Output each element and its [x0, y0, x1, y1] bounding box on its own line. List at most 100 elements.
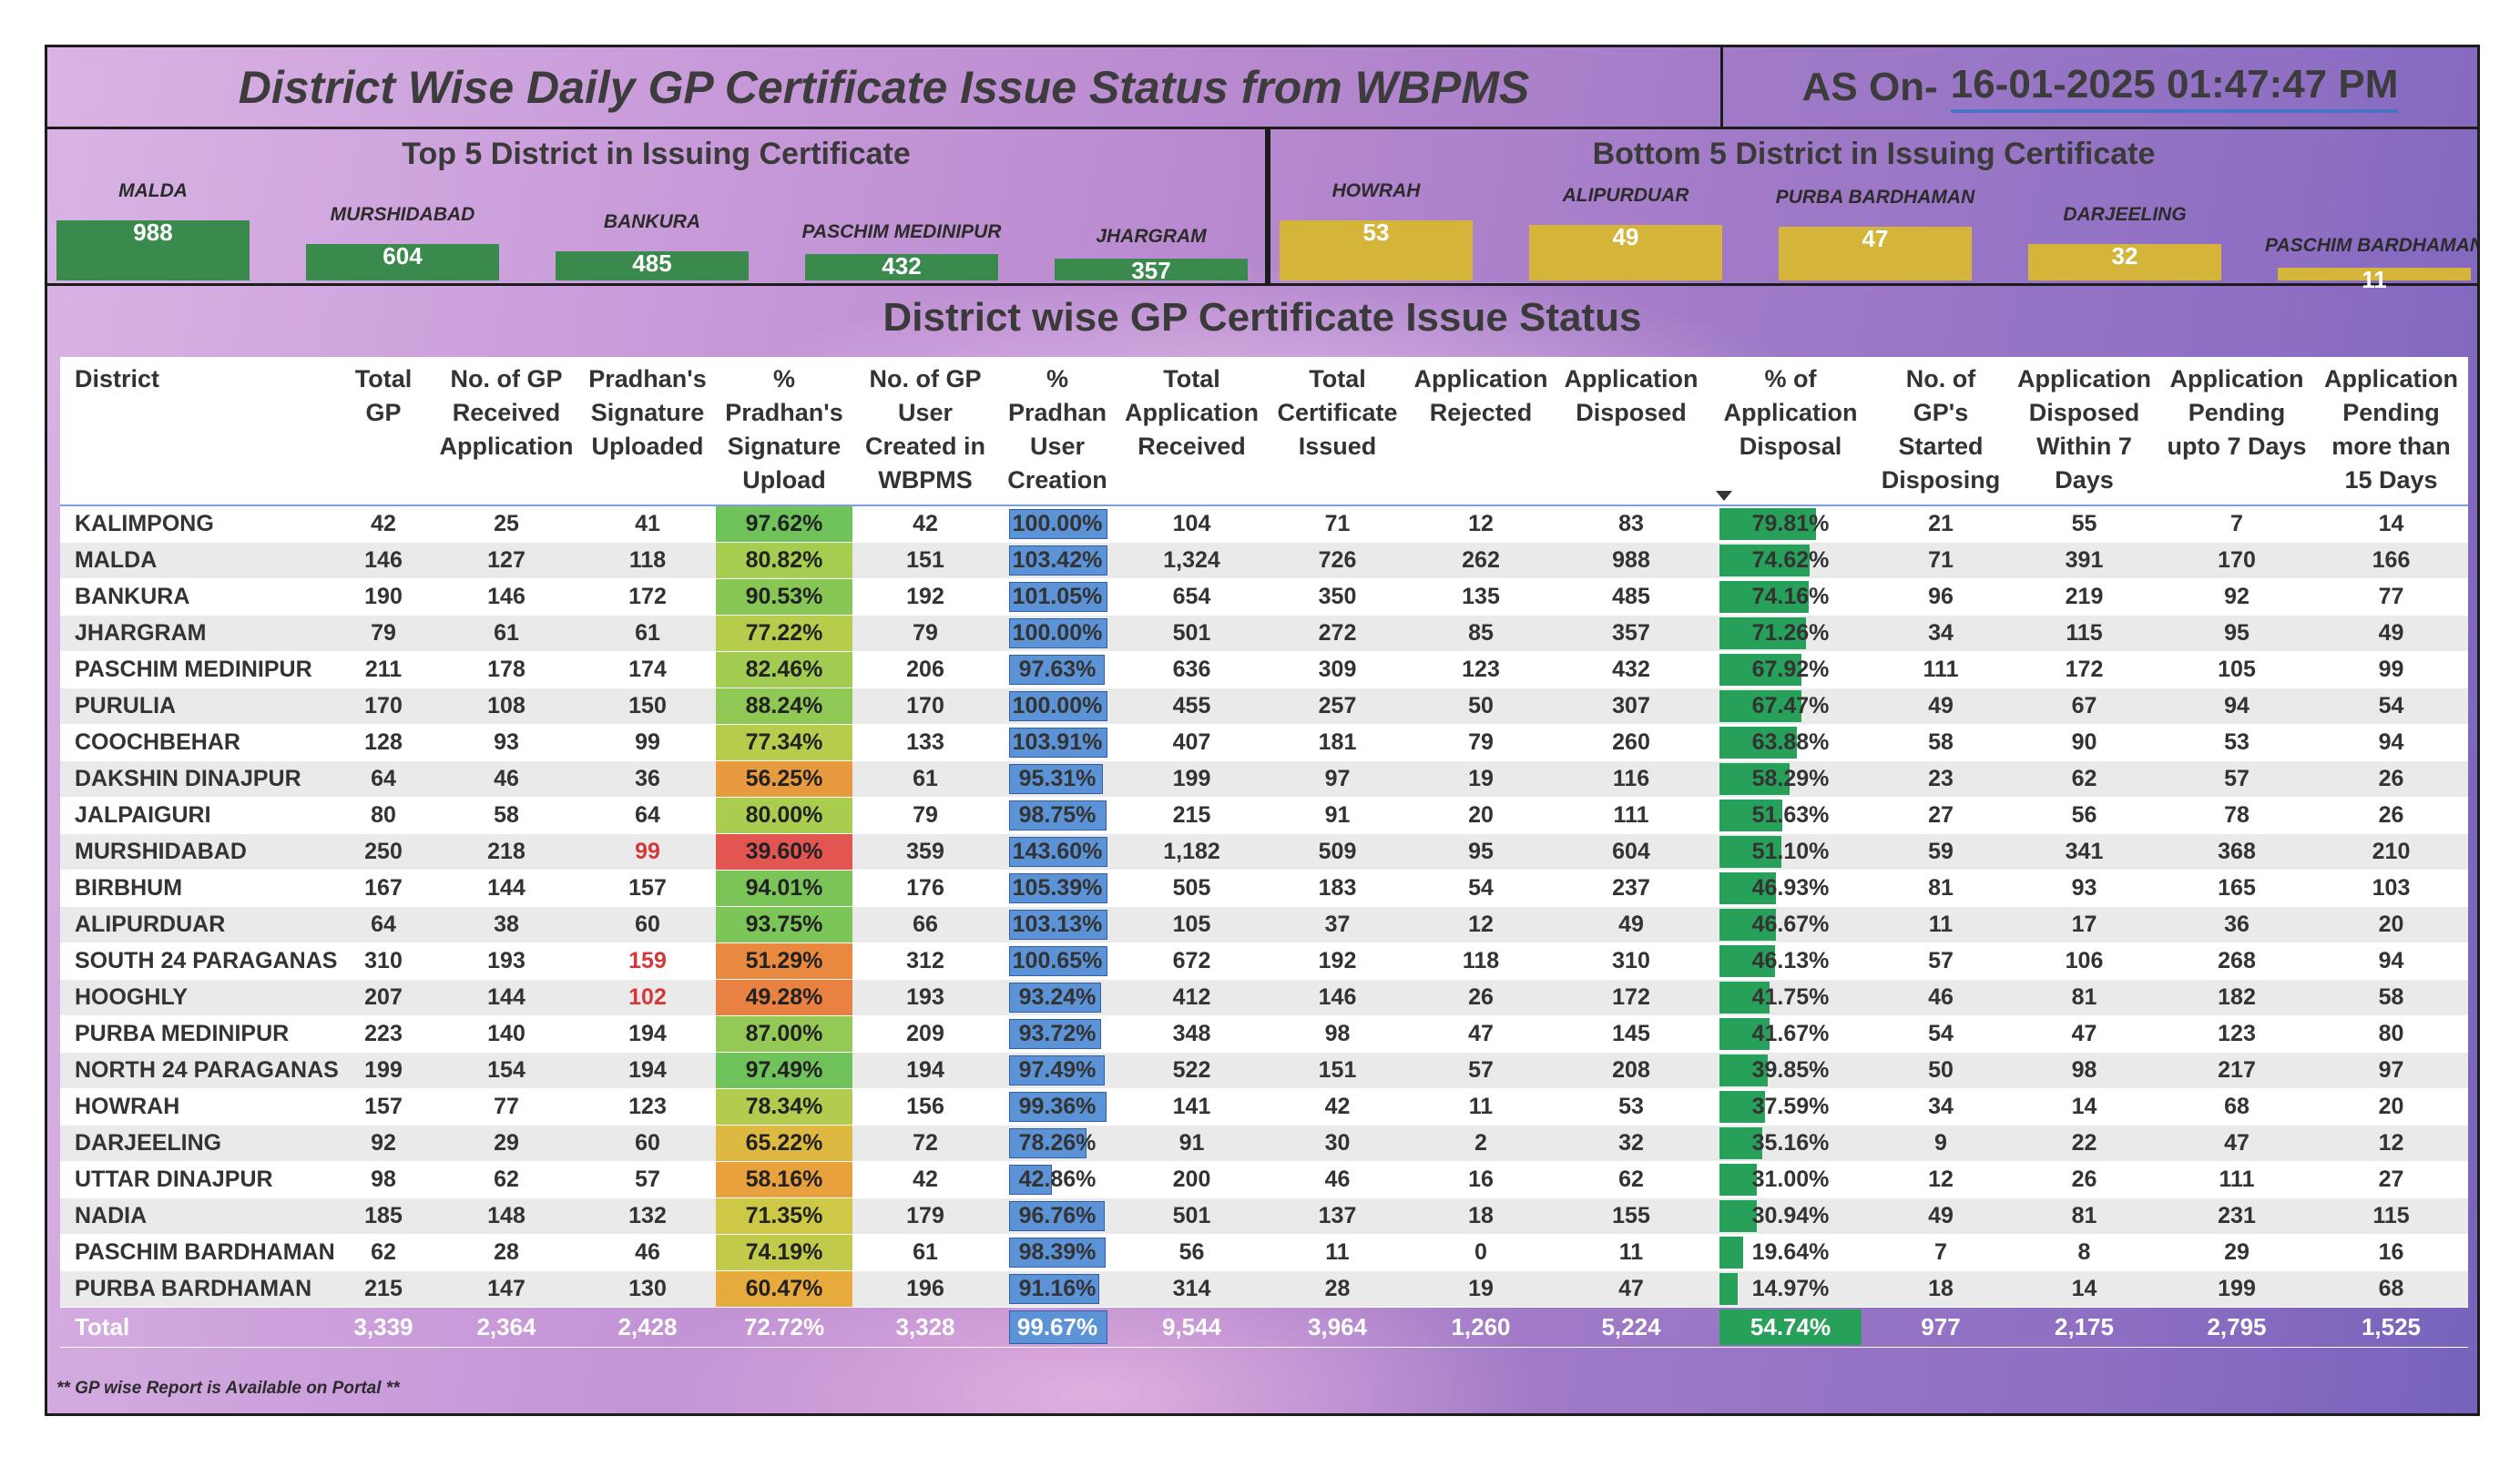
table-cell: 85 [1408, 615, 1554, 652]
table-cell: 56 [1117, 1234, 1267, 1271]
sort-desc-icon[interactable] [1716, 491, 1732, 501]
table-cell: 38 [434, 906, 579, 943]
bottom5-bar [2028, 244, 2221, 280]
table-cell: 42 [333, 505, 434, 543]
table-cell: 194 [852, 1052, 998, 1089]
column-header[interactable]: % of Application Disposal [1709, 357, 1872, 506]
table-title: District wise GP Certificate Issue Statu… [883, 295, 1642, 340]
table-cell: 157 [333, 1088, 434, 1126]
table-cell: 509 [1267, 833, 1408, 871]
table-cell: 151 [852, 542, 998, 579]
district-cell: PURBA BARDHAMAN [60, 1270, 333, 1308]
user-creation-value: 95.31% [1018, 765, 1097, 791]
table-cell: 98 [1267, 1015, 1408, 1053]
disposal-value: 51.10% [1751, 838, 1830, 864]
table-cell: 94 [2159, 688, 2314, 725]
table-cell: 65.22% [716, 1125, 852, 1162]
user-creation-bar [1009, 545, 1107, 576]
column-header[interactable]: Application Pending upto 7 Days [2159, 357, 2314, 506]
as-on-box: AS On- 16-01-2025 01:47:47 PM [1723, 47, 2477, 129]
table-cell: 11 [1267, 1234, 1408, 1271]
table-cell: 59 [1872, 833, 2009, 871]
table-cell: 111 [1872, 651, 2009, 688]
table-cell: 91 [1267, 797, 1408, 834]
bottom5-value: 47 [1862, 225, 1889, 252]
table-cell: 72.72% [716, 1307, 852, 1348]
table-cell: 66 [852, 906, 998, 943]
table-cell: 350 [1267, 578, 1408, 616]
table-cell: 80 [2314, 1015, 2468, 1053]
table-row: PASCHIM MEDINIPUR 211 178 174 82.46% 206 97.63… [60, 651, 2468, 688]
table-cell: 185 [333, 1197, 434, 1235]
column-header[interactable]: District [60, 357, 333, 506]
district-cell: NADIA [60, 1197, 333, 1235]
column-header[interactable]: % Pradhan's Signature Upload [716, 357, 852, 506]
column-header[interactable]: No. of GP Received Application [434, 357, 579, 506]
table-cell: 60.47% [716, 1270, 852, 1308]
table-cell: 2 [1408, 1125, 1554, 1162]
table-cell: 42 [1267, 1088, 1408, 1126]
disposal-bar [1719, 944, 1776, 977]
column-header[interactable]: Total Certificate Issued [1267, 357, 1408, 506]
table-cell: 62 [333, 1234, 434, 1271]
table-cell: 268 [2159, 942, 2314, 980]
column-header[interactable]: No. of GP's Started Disposing [1872, 357, 2009, 506]
bottom5-district-3: DARJEELING 32 [2028, 186, 2221, 280]
user-creation-bar [1009, 1091, 1107, 1122]
table-cell: 95 [2159, 615, 2314, 652]
table-cell: 145 [1554, 1015, 1709, 1053]
column-header[interactable]: Application Rejected [1408, 357, 1554, 506]
column-header[interactable]: No. of GP User Created in WBPMS [852, 357, 998, 506]
table-cell: 128 [333, 724, 434, 761]
table-cell: 194 [579, 1052, 716, 1089]
table-cell: 90 [2009, 724, 2159, 761]
top5-bar [556, 251, 749, 280]
table-cell: 11 [1408, 1088, 1554, 1126]
table-cell: 103.42% [998, 542, 1117, 579]
table-row: MALDA 146 127 118 80.82% 151 103.42% 1,324 726 26… [60, 542, 2468, 579]
disposal-value: 46.93% [1751, 874, 1830, 901]
disposal-value: 67.47% [1751, 692, 1830, 718]
table-cell: 310 [333, 942, 434, 980]
user-creation-bar [1009, 1237, 1107, 1268]
column-header[interactable]: Total Application Received [1117, 357, 1267, 506]
column-header[interactable]: % Pradhan User Creation [998, 357, 1117, 506]
table-cell: 262 [1408, 542, 1554, 579]
column-header[interactable]: Application Disposed [1554, 357, 1709, 506]
table-cell: 2,364 [434, 1307, 579, 1348]
table-cell: 29 [2159, 1234, 2314, 1271]
column-header[interactable]: Total GP [333, 357, 434, 506]
user-creation-value: 93.24% [1018, 983, 1097, 1010]
disposal-bar [1719, 1054, 1768, 1086]
table-cell: 3,328 [852, 1307, 998, 1348]
table-cell: 50 [1872, 1052, 2009, 1089]
table-cell: 72 [852, 1125, 998, 1162]
table-cell: 46 [434, 760, 579, 798]
table-cell: 250 [333, 833, 434, 871]
table-row: SOUTH 24 PARAGANAS 310 193 159 51.29% 312 100.… [60, 942, 2468, 980]
user-creation-value: 78.26% [1018, 1129, 1097, 1156]
table-cell: 100.00% [998, 688, 1117, 725]
table-cell: 61 [434, 615, 579, 652]
district-cell: NORTH 24 PARAGANAS [60, 1052, 339, 1089]
disposal-value: 14.97% [1751, 1275, 1830, 1301]
district-cell: HOOGHLY [60, 979, 333, 1016]
column-header[interactable]: Application Pending more than 15 Days [2314, 357, 2468, 506]
district-cell: PASCHIM MEDINIPUR [60, 651, 333, 688]
top5-bar [56, 220, 250, 280]
top5-district-4: JHARGRAM 357 [1055, 186, 1248, 284]
column-header[interactable]: Pradhan's Signature Uploaded [579, 357, 716, 506]
table-cell: 118 [579, 542, 716, 579]
table-cell: 49.28% [716, 979, 852, 1016]
column-header[interactable]: Application Disposed Within 7 Days [2009, 357, 2159, 506]
disposal-value: 71.26% [1751, 619, 1830, 646]
table-cell: 14.97% [1709, 1270, 1872, 1308]
table-cell: 209 [852, 1015, 998, 1053]
table-cell: 3,339 [333, 1307, 434, 1348]
table-cell: 37 [1267, 906, 1408, 943]
table-cell: 144 [434, 979, 579, 1016]
disposal-bar [1719, 726, 1797, 759]
table-cell: 101.05% [998, 578, 1117, 616]
table-cell: 11 [1554, 1234, 1709, 1271]
table-cell: 97.49% [716, 1052, 852, 1089]
